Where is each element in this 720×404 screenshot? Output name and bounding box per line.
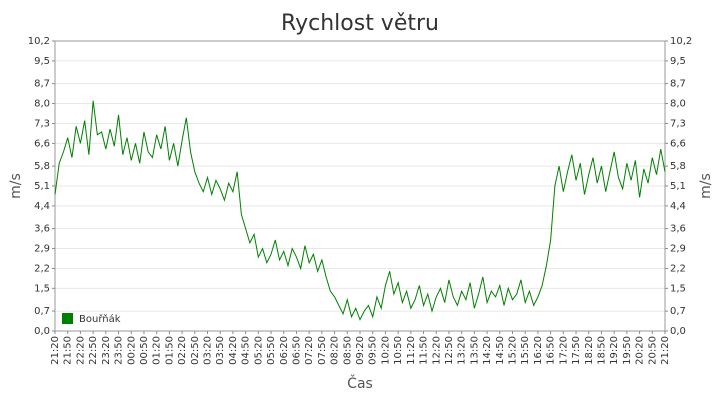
x-tick-label: 02:20 [177,336,188,365]
y-tick-label: 0,7 [34,306,50,317]
y2-tick-label: 5,1 [670,181,686,192]
x-tick-label: 19:20 [609,336,620,365]
x-tick-label: 16:50 [546,336,557,365]
x-tick-label: 18:50 [596,336,607,365]
y2-tick-label: 0,7 [670,306,686,317]
x-tick-label: 20:20 [635,336,646,365]
legend-label: Bouřňák [79,313,121,325]
x-tick-label: 10:20 [380,336,391,365]
y-tick-label: 7,3 [34,118,50,129]
x-tick-label: 01:20 [152,336,163,365]
y2-tick-label: 5,8 [670,161,686,172]
y2-tick-label: 10,2 [670,36,692,47]
y2-tick-label: 2,9 [670,244,686,255]
x-tick-label: 04:20 [228,336,239,365]
y2-tick-label: 8,7 [670,79,686,90]
x-tick-label: 09:20 [355,336,366,365]
y2-tick-label: 7,3 [670,118,686,129]
x-tick-label: 03:50 [215,336,226,365]
x-tick-label: 23:20 [101,336,112,365]
y2-tick-label: 8,0 [670,99,686,110]
line [54,100,666,321]
x-tick-label: 08:50 [342,336,353,365]
y2-tick-label: 3,6 [670,224,686,235]
x-tick-label: 15:20 [508,336,519,365]
y-tick-label: 4,4 [34,201,50,212]
y2-tick-label: 4,4 [670,201,686,212]
x-tick-label: 21:20 [50,336,61,365]
x-tick-label: 00:20 [126,336,137,365]
x-tick-label: 22:50 [88,336,99,365]
x-tick-label: 11:50 [419,336,430,365]
x-tick-label: 12:20 [431,336,442,365]
y2-axis-label: m/s [698,173,714,199]
x-tick-label: 14:50 [495,336,506,365]
y-tick-label: 1,5 [34,283,50,294]
y-tick-label: 3,6 [34,224,50,235]
x-tick-label: 13:50 [469,336,480,365]
x-tick-label: 04:50 [241,336,252,365]
y2-tick-label: 6,6 [670,138,686,149]
y2-tick-label: 0,0 [670,326,686,337]
plot-frame [54,40,666,332]
x-tick-label: 06:20 [279,336,290,365]
x-tick-label: 06:50 [291,336,302,365]
x-tick-label: 22:20 [75,336,86,365]
y-tick-label: 10,2 [28,36,50,47]
x-axis-label: Čas [347,374,373,392]
y2-tick-label: 9,5 [670,56,686,67]
y-axis-label: m/s [8,173,24,199]
y-tick-label: 8,0 [34,99,50,110]
legend-swatch [62,313,73,324]
x-tick-label: 18:20 [584,336,595,365]
y-tick-label: 2,2 [34,263,50,274]
x-tick-label: 17:50 [571,336,582,365]
x-tick-label: 16:20 [533,336,544,365]
x-tick-label: 21:20 [660,336,671,365]
y-tick-label: 8,7 [34,79,50,90]
x-tick-label: 08:20 [330,336,341,365]
y-tick-label: 6,6 [34,138,50,149]
y2-tick-label: 2,2 [670,263,686,274]
y-tick-label: 9,5 [34,56,50,67]
x-tick-label: 19:50 [622,336,633,365]
x-tick-label: 09:50 [368,336,379,365]
y-tick-label: 5,8 [34,161,50,172]
y-tick-label: 0,0 [34,326,50,337]
x-tick-label: 20:50 [647,336,658,365]
x-tick-label: 14:20 [482,336,493,365]
x-tick-label: 01:50 [164,336,175,365]
y-tick-label: 5,1 [34,181,50,192]
x-tick-label: 07:20 [304,336,315,365]
x-tick-label: 03:20 [203,336,214,365]
x-tick-label: 07:50 [317,336,328,365]
x-tick-label: 11:20 [406,336,417,365]
x-tick-label: 10:50 [393,336,404,365]
y-tick-label: 2,9 [34,244,50,255]
x-tick-label: 17:20 [558,336,569,365]
x-tick-label: 15:50 [520,336,531,365]
chart-title: Rychlost větru [281,11,439,36]
x-tick-label: 05:20 [253,336,264,365]
x-tick-label: 02:50 [190,336,201,365]
x-tick-label: 00:50 [139,336,150,365]
x-tick-label: 23:50 [114,336,125,365]
x-tick-label: 05:50 [266,336,277,365]
y2-tick-label: 1,5 [670,283,686,294]
x-tick-label: 13:20 [457,336,468,365]
x-tick-label: 12:50 [444,336,455,365]
x-tick-label: 21:50 [63,336,74,365]
